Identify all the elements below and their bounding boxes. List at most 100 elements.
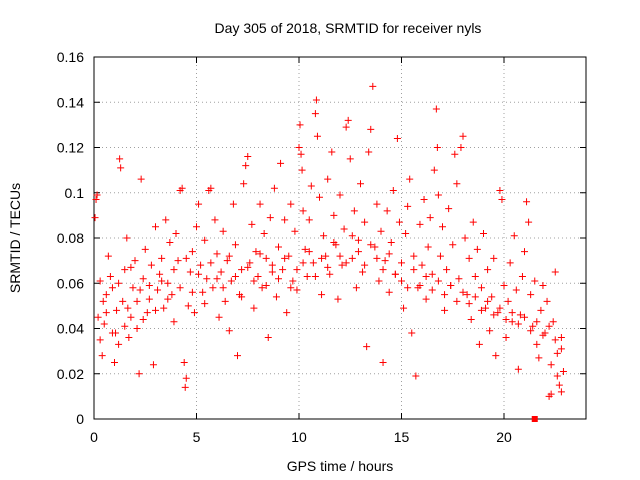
data-point <box>162 216 170 224</box>
data-point <box>287 200 295 208</box>
data-point <box>141 245 149 253</box>
data-point <box>293 266 301 274</box>
data-point <box>352 284 360 292</box>
data-point <box>498 196 506 204</box>
data-point <box>238 266 246 274</box>
data-point <box>277 159 285 167</box>
axis-ticks <box>93 56 586 420</box>
data-point <box>223 257 231 265</box>
data-point <box>113 306 121 314</box>
data-point <box>225 327 233 335</box>
data-point <box>398 277 405 285</box>
data-point <box>371 243 379 251</box>
y-tick-label: 0.04 <box>57 321 84 337</box>
data-point <box>201 300 209 308</box>
data-point <box>426 214 434 222</box>
data-point <box>486 327 494 335</box>
data-point <box>412 372 420 380</box>
data-point <box>416 282 424 290</box>
data-point <box>395 218 403 226</box>
data-point <box>106 272 114 280</box>
data-point <box>559 367 567 375</box>
y-tick-label: 0.14 <box>57 94 84 110</box>
data-point <box>365 148 373 156</box>
data-point <box>221 297 229 305</box>
data-point <box>112 329 120 337</box>
data-point <box>182 254 190 262</box>
data-point <box>398 259 405 267</box>
data-point <box>389 186 397 194</box>
data-point <box>531 416 538 422</box>
data-point <box>102 291 110 299</box>
data-point <box>152 223 159 231</box>
data-point <box>344 116 352 124</box>
data-point <box>96 336 104 344</box>
data-point <box>272 293 280 301</box>
data-point <box>287 284 295 292</box>
data-point <box>129 284 137 292</box>
data-point <box>115 279 123 287</box>
data-point <box>145 295 153 303</box>
data-point <box>533 318 541 326</box>
data-point <box>270 184 278 192</box>
data-point <box>108 284 116 292</box>
data-point <box>543 297 551 305</box>
data-point <box>523 198 531 206</box>
data-point <box>252 248 260 256</box>
data-point <box>227 277 235 285</box>
data-point <box>527 291 535 299</box>
data-point <box>416 220 424 228</box>
data-point <box>281 216 289 224</box>
data-point <box>342 259 350 267</box>
data-point <box>518 272 526 280</box>
chart-title: Day 305 of 2018, SRMTID for receiver nyl… <box>215 20 482 36</box>
data-point <box>521 248 528 256</box>
data-point <box>432 105 440 113</box>
data-point <box>145 282 153 290</box>
data-point <box>254 272 262 280</box>
data-point <box>305 248 313 256</box>
data-point <box>320 232 328 240</box>
data-point <box>385 250 393 258</box>
data-point <box>465 300 473 308</box>
data-point <box>182 374 190 382</box>
data-point <box>557 334 565 342</box>
data-point <box>170 318 178 326</box>
data-point <box>439 223 446 231</box>
data-point <box>190 309 198 317</box>
data-point <box>211 216 219 224</box>
data-point <box>244 263 252 271</box>
data-point <box>203 275 211 283</box>
data-point <box>512 286 520 294</box>
data-point <box>385 288 393 296</box>
data-point <box>174 257 182 265</box>
data-point <box>149 361 157 369</box>
data-point <box>143 309 151 317</box>
data-point <box>266 214 274 222</box>
data-point <box>473 245 481 253</box>
data-point <box>516 311 524 319</box>
data-point <box>510 232 518 240</box>
data-point <box>152 306 159 314</box>
data-point <box>406 175 414 183</box>
data-point <box>234 352 241 360</box>
x-tick-label: 15 <box>394 429 410 445</box>
data-point <box>324 263 332 271</box>
data-point <box>91 214 99 222</box>
data-point <box>180 358 188 366</box>
data-point <box>461 234 469 242</box>
data-point <box>102 309 110 317</box>
data-point <box>469 218 477 226</box>
data-point <box>137 175 145 183</box>
data-point <box>502 315 510 323</box>
y-tick-label: 0.08 <box>57 230 84 246</box>
y-tick-label: 0.02 <box>57 366 84 382</box>
data-point <box>494 309 502 317</box>
data-point <box>379 266 387 274</box>
data-point <box>504 297 512 305</box>
data-point <box>324 175 332 183</box>
data-point <box>139 275 147 283</box>
data-point <box>551 268 559 276</box>
data-point <box>383 207 391 215</box>
